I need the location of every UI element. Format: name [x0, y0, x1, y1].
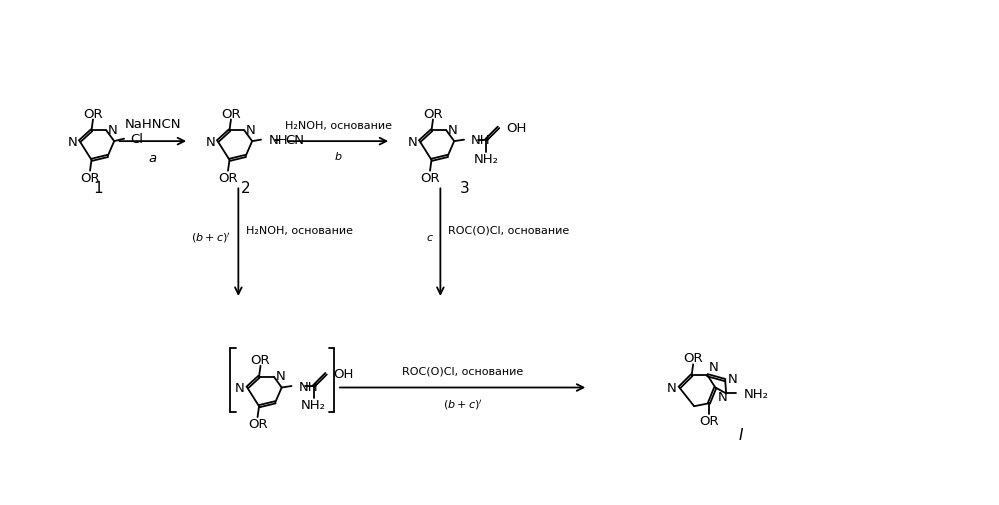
- Text: N: N: [718, 390, 727, 403]
- Text: b: b: [335, 152, 342, 162]
- Text: N: N: [708, 360, 718, 373]
- Text: $(b + c)'$: $(b + c)'$: [443, 397, 483, 412]
- Text: OR: OR: [218, 171, 238, 184]
- Text: $(b + c)'$: $(b + c)'$: [191, 231, 231, 245]
- Text: 2: 2: [241, 181, 251, 196]
- Text: NaHNCN: NaHNCN: [125, 118, 181, 131]
- Text: OH: OH: [505, 122, 526, 134]
- Text: OR: OR: [683, 352, 703, 365]
- Text: Cl: Cl: [130, 133, 143, 146]
- Text: N: N: [246, 124, 256, 136]
- Text: N: N: [235, 381, 245, 394]
- Text: N: N: [206, 135, 215, 148]
- Text: H₂NOH, основание: H₂NOH, основание: [246, 225, 353, 235]
- Text: NH₂: NH₂: [302, 398, 327, 412]
- Text: N: N: [667, 381, 677, 394]
- Text: N: N: [108, 124, 118, 136]
- Text: N: N: [448, 124, 458, 136]
- Text: c: c: [427, 233, 433, 243]
- Text: OR: OR: [83, 108, 103, 120]
- Text: 3: 3: [461, 181, 470, 196]
- Text: NH: NH: [471, 134, 491, 147]
- Text: OR: OR: [424, 108, 443, 120]
- Text: CN: CN: [286, 134, 305, 147]
- Text: H₂NOH, основание: H₂NOH, основание: [285, 121, 392, 131]
- Text: NH₂: NH₂: [474, 153, 499, 166]
- Text: NH: NH: [269, 134, 288, 147]
- Text: OR: OR: [80, 171, 100, 184]
- Text: OR: OR: [248, 417, 268, 430]
- Text: OH: OH: [334, 368, 354, 380]
- Text: N: N: [276, 370, 285, 382]
- Text: N: N: [727, 372, 737, 385]
- Text: N: N: [408, 135, 418, 148]
- Text: a: a: [149, 152, 157, 165]
- Text: NH: NH: [299, 380, 318, 393]
- Text: OR: OR: [421, 171, 440, 184]
- Text: OR: OR: [221, 108, 241, 120]
- Text: ROC(O)Cl, основание: ROC(O)Cl, основание: [402, 366, 523, 375]
- Text: ROC(O)Cl, основание: ROC(O)Cl, основание: [448, 225, 569, 235]
- Text: N: N: [68, 135, 77, 148]
- Text: OR: OR: [699, 414, 718, 427]
- Text: NH₂: NH₂: [743, 387, 768, 400]
- Text: 1: 1: [93, 181, 103, 196]
- Text: OR: OR: [251, 353, 271, 366]
- Text: I: I: [738, 427, 743, 442]
